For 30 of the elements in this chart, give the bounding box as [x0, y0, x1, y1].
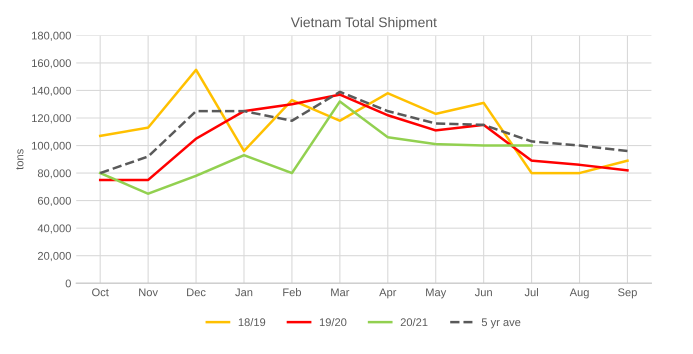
- x-tick-label: May: [426, 288, 446, 298]
- y-tick-label: 180,000: [32, 32, 71, 41]
- line-series: [98, 100, 533, 195]
- x-tick-label: Jan: [235, 288, 252, 296]
- x-tick-label: Jun: [474, 288, 492, 296]
- y-tick-label: 0: [66, 279, 71, 288]
- y-tick-label: 160,000: [32, 59, 71, 68]
- x-tick-label: Dec: [187, 288, 206, 296]
- y-tick-label: 40,000: [38, 224, 71, 234]
- y-tick-label: 60,000: [38, 196, 71, 206]
- x-tick-label: Apr: [379, 288, 396, 298]
- line-series: [98, 68, 629, 174]
- y-axis-title: tons: [16, 149, 24, 170]
- chart-title: Vietnam Total Shipment: [290, 17, 437, 30]
- x-tick-label: Sep: [618, 288, 637, 298]
- legend-label: 18/19: [238, 318, 266, 326]
- x-tick-label: Aug: [570, 288, 589, 298]
- legend-label: 19/20: [320, 318, 346, 326]
- y-tick-label: 20,000: [38, 252, 71, 262]
- x-tick-label: Oct: [92, 288, 109, 296]
- y-tick-label: 120,000: [32, 114, 71, 124]
- legend-label: 20/21: [400, 318, 428, 326]
- legend-label: 5 yr ave: [482, 318, 520, 328]
- x-tick-label: Jul: [524, 288, 538, 296]
- x-tick-label: Nov: [139, 288, 158, 296]
- y-tick-label: 100,000: [32, 142, 71, 151]
- x-tick-label: Mar: [331, 288, 350, 296]
- y-tick-label: 80,000: [38, 169, 71, 179]
- x-tick-label: Feb: [283, 288, 302, 296]
- y-tick-label: 140,000: [32, 86, 71, 96]
